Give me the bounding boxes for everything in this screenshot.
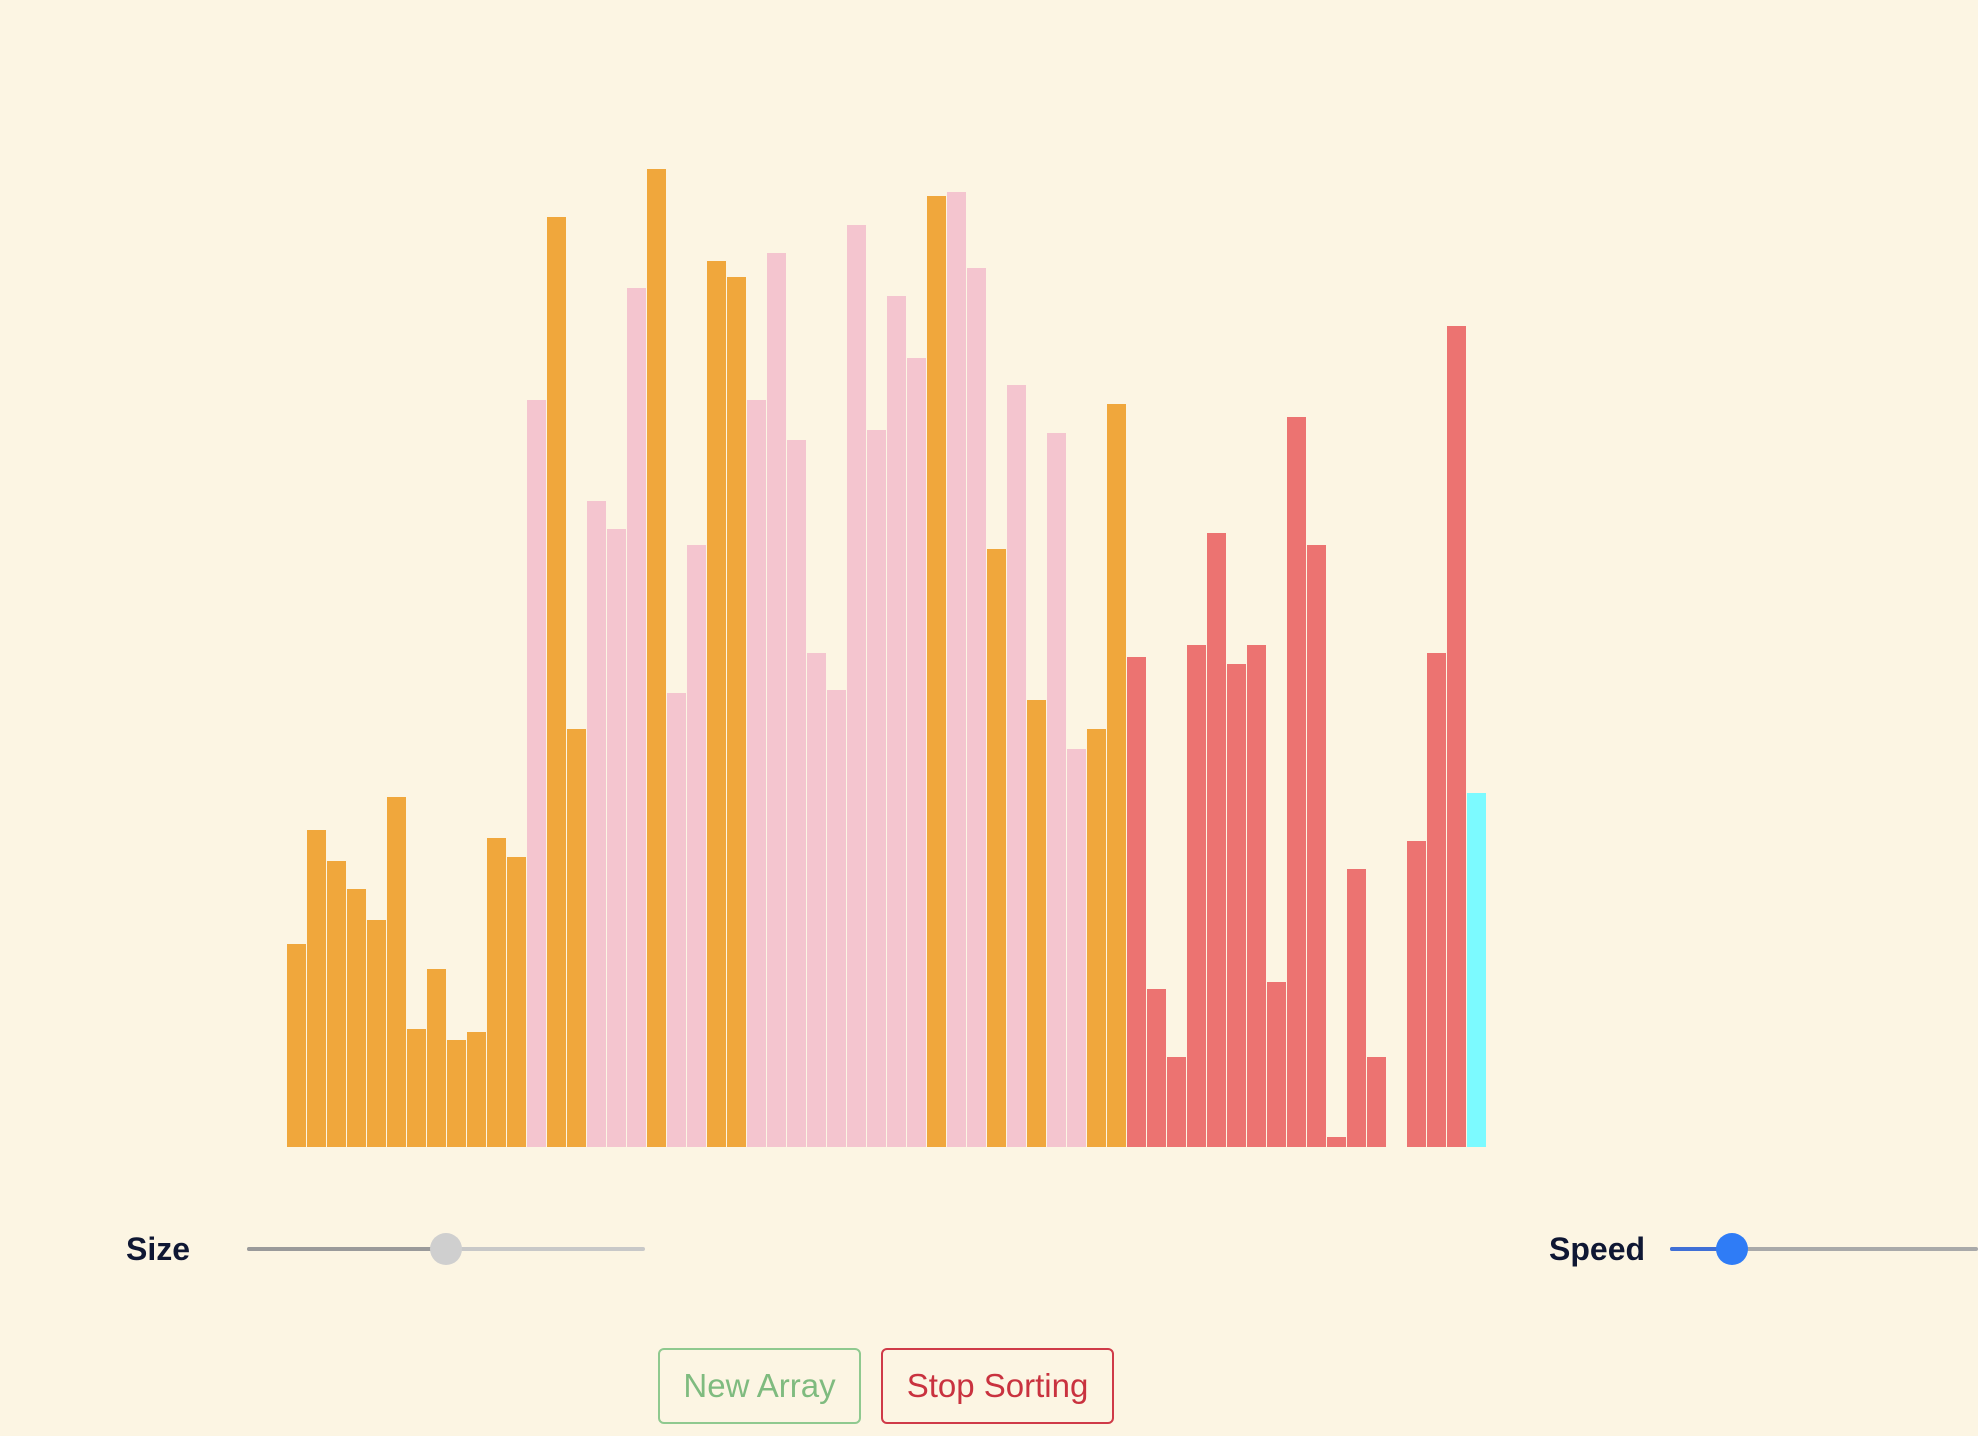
array-bar [1407,840,1426,1147]
array-bar [607,529,626,1147]
array-bar [1167,1056,1186,1147]
array-bar [467,1032,486,1147]
array-bars [287,168,1486,1147]
array-bar [1267,981,1286,1147]
array-bar [1147,989,1166,1147]
array-bar [1347,868,1366,1147]
array-bar [707,261,726,1147]
array-bar [387,797,406,1147]
speed-slider-fill [1670,1247,1732,1251]
array-bar [587,500,606,1147]
array-bar [727,276,746,1147]
array-bar [1227,664,1246,1147]
array-bar [1187,644,1206,1147]
array-bar [407,1028,426,1147]
array-bar [867,430,886,1147]
array-bar [1207,533,1226,1147]
array-bar [1307,544,1326,1147]
array-bar [1047,433,1066,1147]
array-bar [1247,644,1266,1147]
new-array-button[interactable]: New Array [658,1348,861,1424]
array-bar [307,829,326,1147]
array-bar [347,888,366,1147]
array-bar [667,692,686,1147]
array-bar [527,400,546,1147]
array-bar [1447,325,1466,1147]
array-bar [1427,652,1446,1147]
array-bar [947,192,966,1147]
array-bar [887,296,906,1147]
array-bar [1107,403,1126,1147]
array-bar [967,267,986,1147]
size-slider[interactable] [247,1231,645,1267]
array-bar [1027,699,1046,1147]
array-bar [627,288,646,1147]
speed-label: Speed [1549,1231,1646,1267]
speed-slider[interactable] [1670,1231,1978,1267]
array-bar [987,548,1006,1147]
array-bar [367,919,386,1147]
array-bar [1087,728,1106,1147]
array-bar [327,861,346,1147]
array-bar [447,1040,466,1147]
size-slider-thumb[interactable] [430,1233,462,1265]
speed-slider-thumb[interactable] [1716,1233,1748,1265]
array-bar [807,652,826,1147]
speed-slider-track[interactable] [1670,1247,1978,1251]
array-bar [567,728,586,1147]
array-bar [1007,385,1026,1147]
array-bar [907,357,926,1147]
size-label: Size [126,1231,191,1267]
size-slider-fill [247,1247,446,1251]
array-bar [547,216,566,1147]
array-bar [1067,748,1086,1147]
array-bar [787,440,806,1147]
array-bar [1327,1137,1346,1147]
array-bar [927,196,946,1147]
array-bar [1287,416,1306,1147]
array-bar [1367,1056,1386,1147]
array-bar [1467,792,1486,1147]
array-bar [687,544,706,1147]
array-bar [647,168,666,1147]
array-bar [847,224,866,1147]
array-bar [767,253,786,1147]
array-bar [487,837,506,1147]
array-bar [827,689,846,1147]
array-bar [427,968,446,1147]
array-bar [287,944,306,1147]
array-bar [747,400,766,1147]
stop-sorting-button[interactable]: Stop Sorting [881,1348,1114,1424]
array-bar [507,857,526,1147]
array-bar [1127,656,1146,1147]
